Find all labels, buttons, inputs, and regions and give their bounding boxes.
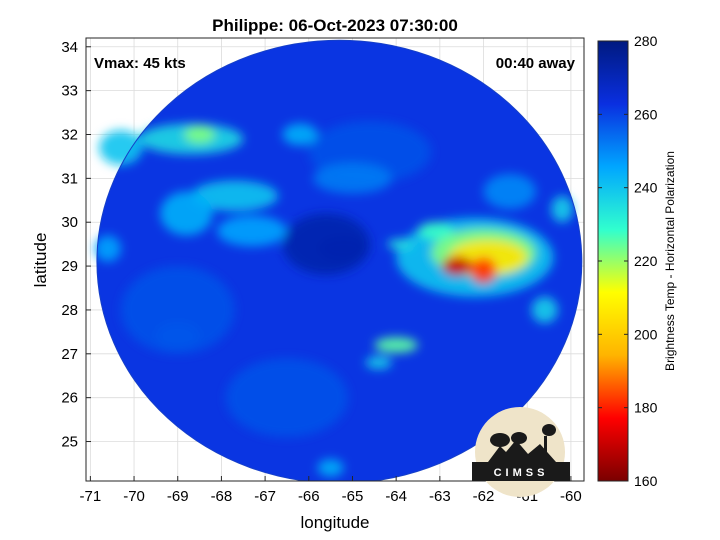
logo-dish-icon (511, 432, 527, 444)
cimss-logo: CIMSS (472, 407, 570, 497)
y-tick-label: 25 (61, 434, 78, 451)
plot-area: -71 -70 -69 -68 -67 -66 -65 -64 -63 -62 -61 -60 252… (61, 37, 585, 505)
y-tick-label: 27 (61, 346, 78, 363)
colorbar-tick-label: 240 (634, 180, 658, 196)
colorbar-tick-label: 220 (634, 253, 658, 269)
tb-feature (418, 222, 453, 240)
colorbar-tick-label: 160 (634, 473, 658, 489)
x-tick-label: -63 (429, 488, 451, 505)
tb-feature (551, 195, 574, 223)
x-axis-label: longitude (300, 513, 369, 532)
tb-feature (317, 459, 344, 477)
swath-edge (96, 39, 583, 481)
x-tick-label: -64 (385, 488, 407, 505)
logo-dish-icon (490, 433, 510, 447)
tb-feature (120, 266, 235, 354)
x-axis-ticks: -71 -70 -69 -68 -67 -66 -65 -64 -63 -62 -61 -60 (80, 476, 582, 505)
tb-feature (99, 130, 143, 166)
y-tick-label: 30 (61, 214, 78, 231)
logo-tower (544, 436, 547, 462)
colorbar-tick-label: 200 (634, 326, 658, 342)
colorbar-ticks: 160 180 200 220 240 260 280 (598, 33, 658, 489)
tb-feature (313, 163, 392, 194)
colorbar: 160 180 200 220 240 260 280 Brightness Temp - … (597, 33, 677, 489)
logo-band (472, 462, 570, 481)
colorbar-tick-label: 280 (634, 33, 658, 49)
colorbar-gradient (597, 40, 629, 482)
x-tick-label: -62 (473, 488, 495, 505)
x-tick-label: -65 (342, 488, 364, 505)
tb-feature (160, 191, 213, 236)
x-tick-label: -69 (167, 488, 189, 505)
tb-feature (483, 173, 536, 210)
tb-feature (184, 125, 215, 144)
y-tick-label: 29 (61, 258, 78, 275)
tb-feature (94, 235, 121, 262)
plot-frame (85, 37, 585, 482)
tb-feature (282, 213, 370, 275)
y-tick-label: 34 (61, 39, 78, 56)
convective-features (94, 121, 574, 477)
x-tick-label: -67 (254, 488, 276, 505)
x-tick-label: -66 (298, 488, 320, 505)
x-tick-label: -68 (211, 488, 233, 505)
y-axis-label: latitude (31, 233, 50, 288)
tb-feature (387, 238, 414, 250)
swath-layer (94, 39, 583, 481)
chart-title: Philippe: 06-Oct-2023 07:30:00 (212, 16, 458, 35)
y-axis-ticks: 25 26 27 28 29 30 31 32 33 34 (61, 39, 91, 451)
tb-feature (190, 180, 279, 212)
y-tick-label: 31 (61, 170, 78, 187)
vmax-annotation: Vmax: 45 kts (94, 55, 186, 72)
y-tick-label: 32 (61, 126, 78, 143)
x-tick-label: -60 (560, 488, 582, 505)
time-away-annotation: 00:40 away (496, 55, 576, 72)
y-tick-label: 28 (61, 302, 78, 319)
tb-feature (374, 337, 418, 353)
y-tick-label: 33 (61, 83, 78, 100)
y-tick-label: 26 (61, 390, 78, 407)
tb-feature (225, 358, 349, 438)
x-tick-label: -70 (123, 488, 145, 505)
colorbar-tick-label: 180 (634, 400, 658, 416)
colorbar-tick-label: 260 (634, 106, 658, 122)
tb-feature (442, 256, 473, 276)
x-tick-label: -71 (80, 488, 102, 505)
tb-feature (217, 215, 287, 247)
logo-text: CIMSS (494, 467, 549, 479)
tb-feature (470, 257, 497, 284)
tb-feature (365, 355, 392, 370)
logo-tower-tank (542, 424, 556, 436)
tb-feature (531, 296, 558, 324)
logo-building (488, 440, 556, 462)
tb-feature (282, 123, 318, 146)
colorbar-label: Brightness Temp - Horizontal Polarizatio… (663, 151, 677, 371)
